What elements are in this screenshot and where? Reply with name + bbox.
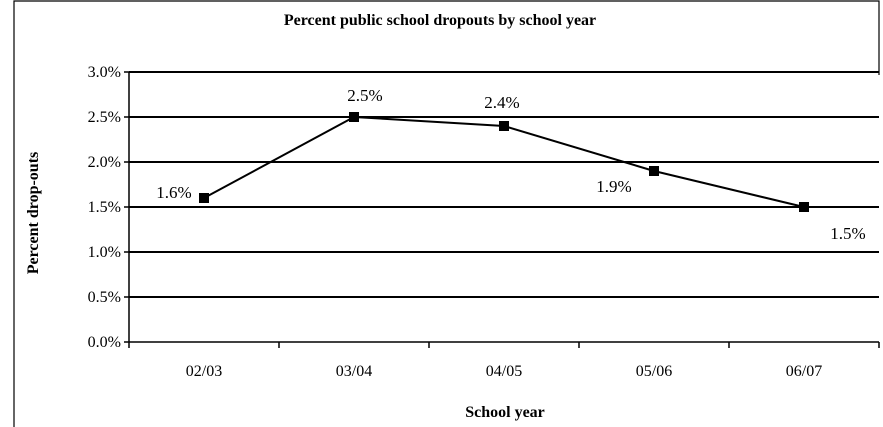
x-tick-label: 04/05 <box>486 363 522 380</box>
data-point <box>649 166 659 176</box>
x-tick-label: 02/03 <box>186 363 222 380</box>
axes <box>124 71 880 348</box>
chart-border <box>13 0 880 427</box>
series <box>199 112 809 212</box>
y-tick-label: 0.0% <box>88 334 121 351</box>
y-tick-labels: 0.0% 0.5% 1.0% 1.5% 2.0% 2.5% 3.0% <box>88 64 121 351</box>
y-tick-label: 2.5% <box>88 109 121 126</box>
data-label: 2.5% <box>347 86 382 105</box>
data-label: 1.6% <box>156 183 191 202</box>
y-tick-label: 3.0% <box>88 64 121 81</box>
data-point <box>799 202 809 212</box>
y-tick-label: 0.5% <box>88 289 121 306</box>
y-tick-label: 1.0% <box>88 244 121 261</box>
data-label: 1.5% <box>830 224 865 243</box>
data-label: 1.9% <box>596 177 631 196</box>
x-tick-labels: 02/03 03/04 04/05 05/06 06/07 <box>186 363 822 380</box>
data-point <box>499 121 509 131</box>
x-axis-title: School year <box>465 404 545 421</box>
y-axis-title: Percent drop-outs <box>25 152 42 275</box>
chart-title: Percent public school dropouts by school… <box>284 12 596 29</box>
data-label: 2.4% <box>484 93 519 112</box>
y-tick-label: 1.5% <box>88 199 121 216</box>
data-labels: 1.6% 2.5% 2.4% 1.9% 1.5% <box>156 86 865 243</box>
x-tick-label: 05/06 <box>636 363 672 380</box>
gridlines <box>129 71 879 298</box>
x-tick-label: 03/04 <box>336 363 372 380</box>
data-point <box>199 193 209 203</box>
y-tick-label: 2.0% <box>88 154 121 171</box>
data-point <box>349 112 359 122</box>
x-tick-label: 06/07 <box>786 363 822 380</box>
